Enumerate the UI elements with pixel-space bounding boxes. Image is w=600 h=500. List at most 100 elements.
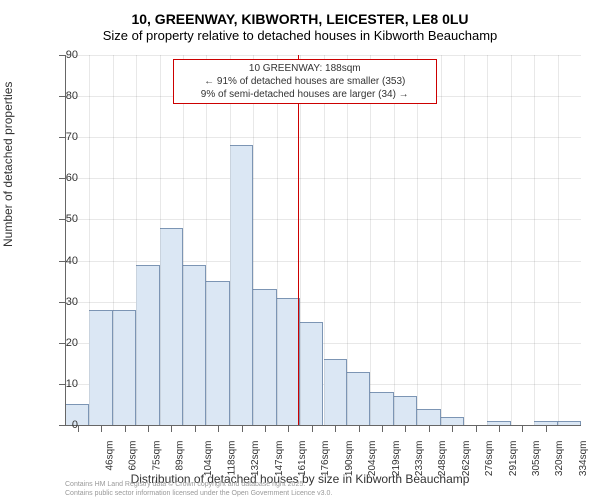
- x-tick: [546, 425, 547, 432]
- x-tick: [429, 425, 430, 432]
- x-tick-label: 305sqm: [531, 441, 542, 477]
- x-tick: [382, 425, 383, 432]
- x-tick-label: 262sqm: [461, 441, 472, 477]
- x-tick: [125, 425, 126, 432]
- x-tick: [265, 425, 266, 432]
- y-tick-label: 50: [66, 213, 78, 225]
- histogram-bar: [277, 298, 300, 425]
- grid-line-v: [534, 55, 535, 425]
- grid-line-v: [160, 55, 161, 425]
- reference-line: [298, 55, 299, 425]
- x-tick-label: 248sqm: [438, 441, 449, 477]
- x-tick-label: 276sqm: [484, 441, 495, 477]
- chart-footer: Contains HM Land Registry data © Crown c…: [65, 481, 332, 498]
- y-tick-label: 40: [66, 255, 78, 267]
- histogram-bar: [347, 372, 370, 425]
- y-tick-label: 90: [66, 49, 78, 61]
- histogram-bar: [136, 265, 159, 425]
- grid-line-v: [347, 55, 348, 425]
- y-tick-label: 60: [66, 172, 78, 184]
- annotation-line: 10 GREENWAY: 188sqm: [180, 62, 430, 75]
- histogram-bar: [441, 417, 464, 425]
- x-tick-label: 233sqm: [414, 441, 425, 477]
- x-tick-label: 320sqm: [555, 441, 566, 477]
- histogram-bar: [558, 421, 581, 425]
- grid-line-v: [464, 55, 465, 425]
- chart-subtitle: Size of property relative to detached ho…: [0, 28, 600, 45]
- x-tick-label: 161sqm: [297, 441, 308, 477]
- x-tick: [476, 425, 477, 432]
- histogram-bar: [89, 310, 112, 425]
- histogram-bar: [370, 392, 393, 425]
- x-tick: [312, 425, 313, 432]
- grid-line-v: [394, 55, 395, 425]
- x-tick-label: 132sqm: [250, 441, 261, 477]
- x-tick: [195, 425, 196, 432]
- x-tick: [522, 425, 523, 432]
- x-tick-label: 75sqm: [151, 441, 162, 471]
- grid-line-v: [370, 55, 371, 425]
- x-tick-label: 219sqm: [391, 441, 402, 477]
- grid-line-v: [277, 55, 278, 425]
- y-tick-label: 80: [66, 90, 78, 102]
- x-tick-label: 176sqm: [320, 441, 331, 477]
- annotation-line: 9% of semi-detached houses are larger (3…: [180, 88, 430, 101]
- x-tick: [335, 425, 336, 432]
- x-tick: [499, 425, 500, 432]
- y-tick-label: 0: [72, 419, 78, 431]
- x-tick: [288, 425, 289, 432]
- grid-line-v: [441, 55, 442, 425]
- chart-title: 10, GREENWAY, KIBWORTH, LEICESTER, LE8 0…: [0, 0, 600, 28]
- x-tick: [242, 425, 243, 432]
- grid-line-v: [300, 55, 301, 425]
- x-tick-label: 46sqm: [104, 441, 115, 471]
- grid-line-v: [113, 55, 114, 425]
- histogram-bar: [417, 409, 440, 425]
- grid-line-v: [206, 55, 207, 425]
- grid-line-v: [324, 55, 325, 425]
- grid-line-v: [230, 55, 231, 425]
- histogram-bar: [206, 281, 229, 425]
- x-tick: [148, 425, 149, 432]
- x-tick: [359, 425, 360, 432]
- histogram-bar: [230, 145, 253, 425]
- y-axis-title: Number of detached properties: [1, 82, 15, 247]
- x-tick: [218, 425, 219, 432]
- annotation-line: ← 91% of detached houses are smaller (35…: [180, 75, 430, 88]
- x-tick-label: 334sqm: [578, 441, 589, 477]
- x-tick-label: 147sqm: [274, 441, 285, 477]
- chart-container: 10, GREENWAY, KIBWORTH, LEICESTER, LE8 0…: [0, 0, 600, 500]
- x-tick: [405, 425, 406, 432]
- x-tick-label: 291sqm: [508, 441, 519, 477]
- footer-line-1: Contains HM Land Registry data © Crown c…: [65, 481, 332, 489]
- grid-line-v: [487, 55, 488, 425]
- grid-line-v: [253, 55, 254, 425]
- annotation-box: 10 GREENWAY: 188sqm← 91% of detached hou…: [173, 59, 437, 104]
- y-tick-label: 70: [66, 131, 78, 143]
- x-tick: [452, 425, 453, 432]
- x-tick-label: 89sqm: [174, 441, 185, 471]
- x-tick-label: 118sqm: [226, 441, 237, 476]
- x-tick: [171, 425, 172, 432]
- histogram-bar: [300, 322, 323, 425]
- x-tick-label: 204sqm: [367, 441, 378, 477]
- footer-line-2: Contains public sector information licen…: [65, 490, 332, 498]
- plot-area: 10 GREENWAY: 188sqm← 91% of detached hou…: [65, 55, 581, 426]
- grid-line-v: [136, 55, 137, 425]
- x-tick-label: 104sqm: [203, 441, 214, 477]
- histogram-bar: [183, 265, 206, 425]
- y-tick: [59, 425, 66, 426]
- histogram-bar: [324, 359, 347, 425]
- grid-line-v: [511, 55, 512, 425]
- histogram-bar: [160, 228, 183, 425]
- grid-line-v: [89, 55, 90, 425]
- grid-line-v: [183, 55, 184, 425]
- histogram-bar: [394, 396, 417, 425]
- x-tick-label: 190sqm: [344, 441, 355, 477]
- y-tick-label: 20: [66, 337, 78, 349]
- x-tick-label: 60sqm: [128, 441, 139, 471]
- histogram-bar: [253, 289, 276, 425]
- grid-line-v: [558, 55, 559, 425]
- x-tick: [101, 425, 102, 432]
- y-tick-label: 10: [66, 378, 78, 390]
